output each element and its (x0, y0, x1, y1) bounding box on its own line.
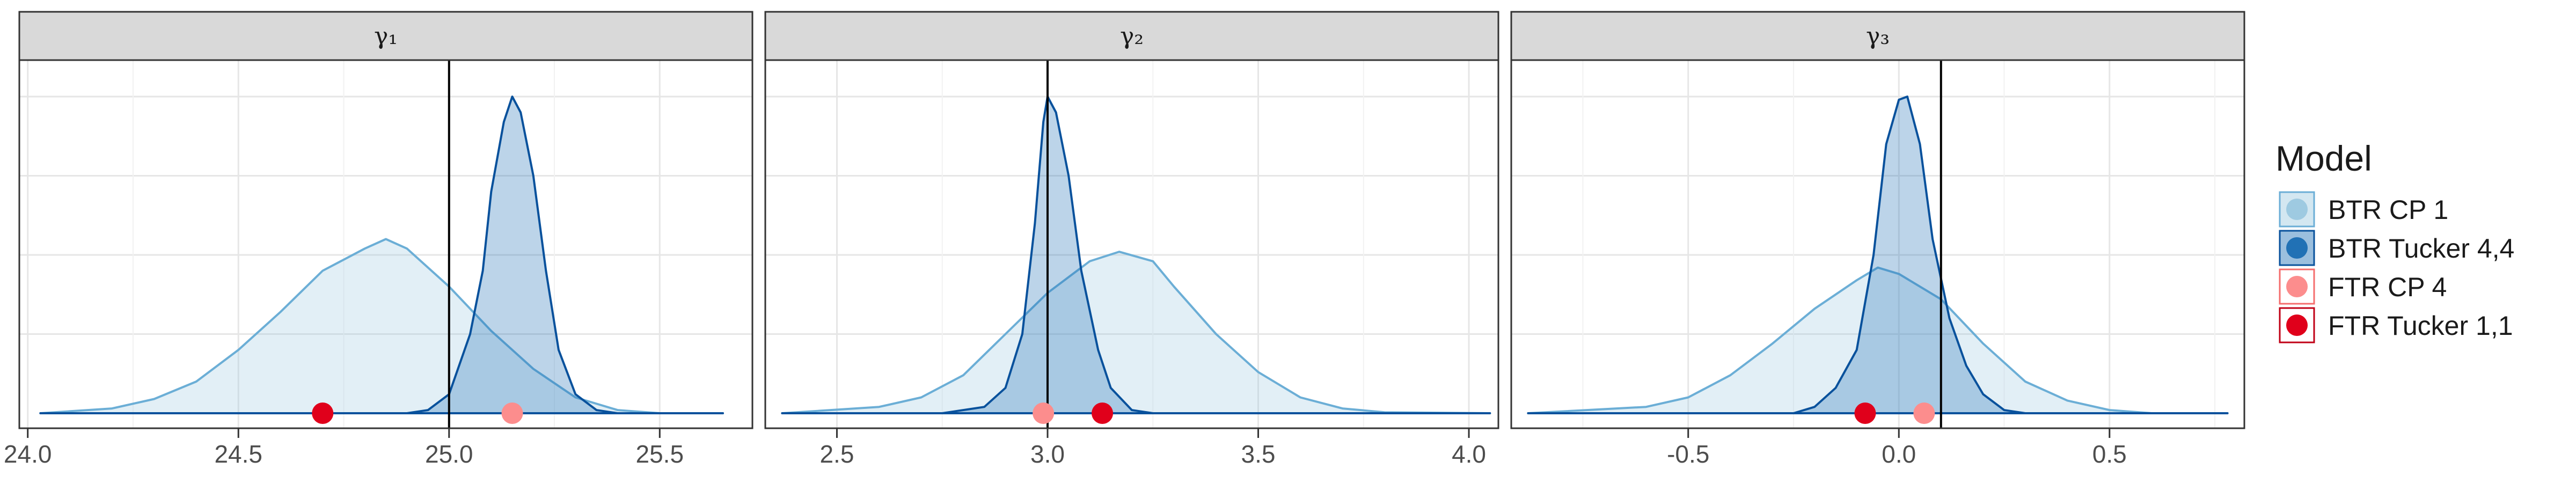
x-axis: -0.5 0.0 0.5 (1667, 428, 2127, 468)
x-tick-label: 25.5 (636, 440, 684, 468)
gridlines (1511, 60, 2244, 428)
legend: Model BTR CP 1 BTR Tucker 4,4 FTR CP 4 FTR T… (2275, 138, 2514, 343)
legend-item-btr-cp-1: BTR CP 1 (2279, 191, 2448, 228)
panel-border (764, 59, 1499, 429)
x-tick-label: 25.0 (425, 440, 473, 468)
legend-item-ftr-cp-4: FTR CP 4 (2279, 268, 2447, 305)
point-ftr-tucker-1-1 (312, 402, 334, 424)
x-tick-label: 24.0 (4, 440, 52, 468)
facet-label: γ₂ (1120, 23, 1144, 50)
x-tick-label: 0.5 (2092, 440, 2127, 468)
panel-border (1510, 59, 2245, 429)
point-ftr-tucker-1-1 (1854, 402, 1876, 424)
facet-strip (18, 11, 753, 61)
x-tick-label: 0.0 (1882, 440, 1916, 468)
x-axis: 24.0 24.5 25.0 25.5 (4, 428, 684, 468)
plot-area (18, 59, 753, 429)
facet-label: γ₁ (374, 23, 398, 50)
legend-label: FTR CP 4 (2328, 272, 2447, 302)
point-ftr-cp-4 (1913, 402, 1935, 424)
x-tick-label: 24.5 (214, 440, 262, 468)
density-btr-tucker-4-4 (1527, 96, 2229, 414)
legend-key-dot (2286, 237, 2308, 259)
x-tick-label: 3.0 (1030, 440, 1065, 468)
facet-strip (1510, 11, 2245, 61)
legend-title: Model (2275, 138, 2372, 178)
facet-strip (764, 11, 1499, 61)
density-btr-cp-1 (781, 251, 1491, 414)
facet-label: γ₃ (1866, 23, 1890, 50)
legend-label: BTR Tucker 4,4 (2328, 233, 2514, 264)
density-btr-tucker-4-4 (781, 96, 1491, 414)
point-ftr-tucker-1-1 (1092, 402, 1114, 424)
legend-key-dot (2286, 314, 2308, 336)
legend-key-dot (2286, 276, 2308, 297)
facet-panels: γ₁ 24.0 24.5 25.0 25.5 γ₂ 2.5 3.0 3.5 4.0 γ₃ -0.5 0.… (4, 11, 2245, 468)
density-btr-cp-1 (1527, 266, 2229, 414)
x-tick-label: 3.5 (1241, 440, 1276, 468)
legend-label: FTR Tucker 1,1 (2328, 311, 2513, 341)
panel-border (18, 59, 753, 429)
legend-label: BTR CP 1 (2328, 195, 2448, 225)
legend-key-dot (2286, 199, 2308, 220)
facet-panel-2: γ₂ 2.5 3.0 3.5 4.0 (764, 11, 1499, 468)
legend-item-btr-tucker-4-4: BTR Tucker 4,4 (2279, 230, 2514, 266)
plot-area (764, 59, 1499, 429)
x-tick-label: 2.5 (819, 440, 854, 468)
point-ftr-cp-4 (1033, 402, 1055, 424)
x-axis: 2.5 3.0 3.5 4.0 (819, 428, 1486, 468)
density-btr-tucker-4-4 (39, 96, 724, 414)
facet-panel-1: γ₁ 24.0 24.5 25.0 25.5 (4, 11, 753, 468)
plot-area (1510, 59, 2245, 429)
density-btr-cp-1 (39, 238, 724, 414)
legend-item-ftr-tucker-1-1: FTR Tucker 1,1 (2279, 307, 2513, 343)
point-ftr-cp-4 (501, 402, 523, 424)
x-tick-label: -0.5 (1667, 440, 1709, 468)
facet-panel-3: γ₃ -0.5 0.0 0.5 (1510, 11, 2245, 468)
x-tick-label: 4.0 (1452, 440, 1486, 468)
